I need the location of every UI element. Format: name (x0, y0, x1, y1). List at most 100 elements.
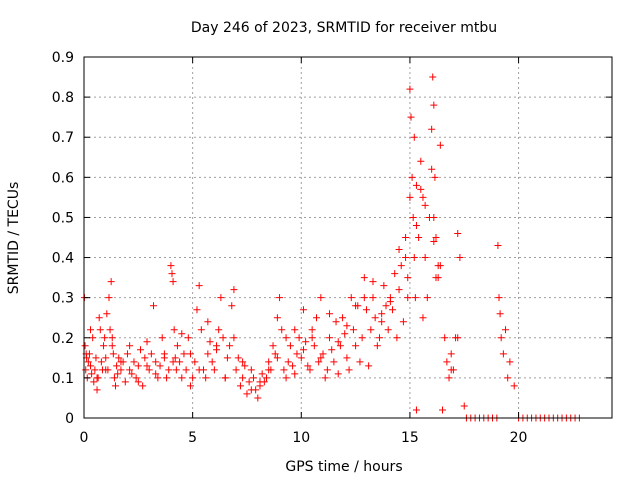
data-point (182, 366, 190, 374)
data-point (402, 234, 410, 241)
data-point (93, 386, 101, 394)
data-point (273, 354, 281, 362)
data-point (165, 366, 173, 374)
data-point (219, 334, 227, 342)
plot-frame (83, 56, 613, 419)
data-point (408, 173, 416, 181)
data-point (243, 390, 251, 398)
data-point (167, 262, 175, 270)
data-point (282, 334, 290, 342)
data-point (362, 306, 370, 314)
data-point (132, 374, 140, 382)
data-point (397, 262, 405, 270)
data-point (256, 378, 264, 386)
data-point (226, 342, 234, 350)
data-point (245, 378, 253, 386)
data-point (147, 350, 155, 358)
data-point (278, 326, 286, 334)
data-point (247, 366, 255, 374)
data-point (184, 334, 192, 342)
data-point (197, 326, 205, 334)
data-point (423, 294, 431, 302)
data-point (382, 302, 390, 310)
data-point (170, 326, 178, 334)
data-point (282, 374, 290, 382)
data-point (102, 366, 110, 374)
data-point (326, 310, 334, 318)
data-point (412, 406, 420, 414)
data-point (369, 294, 377, 302)
data-point (81, 342, 89, 350)
data-point (345, 366, 353, 374)
data-point (96, 326, 104, 334)
x-tick-label: 5 (188, 430, 197, 446)
data-point (152, 358, 160, 366)
data-point (421, 254, 429, 262)
x-tick-label: 10 (292, 430, 310, 446)
data-point (189, 374, 197, 382)
data-point (109, 350, 117, 358)
data-point (349, 326, 357, 334)
data-point (195, 366, 203, 374)
data-point (297, 354, 305, 362)
data-point (432, 234, 440, 241)
data-point (102, 354, 110, 362)
data-point (280, 366, 288, 374)
data-point (97, 358, 105, 366)
data-point (454, 334, 462, 342)
data-point (121, 378, 129, 386)
data-point (202, 374, 210, 382)
y-tick-label: 0.6 (52, 170, 74, 186)
data-point (343, 354, 351, 362)
data-point (506, 358, 514, 366)
data-point (145, 366, 153, 374)
data-point (356, 358, 364, 366)
data-point (160, 350, 168, 358)
data-point (369, 278, 377, 286)
y-tick-label: 0.9 (52, 50, 74, 66)
data-point (317, 294, 325, 302)
axis-ticks: 0 0.1 0.2 0.3 0.4 0.5 0.6 0.7 0.8 0.9 0 5 10 15 20 (52, 50, 612, 446)
data-point (150, 302, 158, 310)
data-point (339, 314, 347, 322)
data-point (428, 125, 436, 133)
data-point (502, 326, 510, 334)
data-point (176, 358, 184, 366)
data-point (84, 358, 92, 366)
data-point (143, 338, 151, 346)
data-point (221, 374, 229, 382)
data-point (360, 294, 368, 302)
data-point (395, 286, 403, 294)
y-tick-label: 0.4 (52, 251, 74, 267)
data-point (239, 374, 247, 382)
data-point (376, 334, 384, 342)
data-point (421, 201, 429, 209)
data-point (434, 262, 442, 270)
data-point (439, 406, 447, 414)
data-point (168, 270, 176, 278)
data-point (510, 382, 518, 390)
data-point (178, 374, 186, 382)
data-point (321, 374, 329, 382)
data-point (206, 338, 214, 346)
data-point (117, 366, 125, 374)
data-point (404, 294, 412, 302)
data-point (341, 330, 349, 338)
data-point (87, 362, 95, 370)
data-point (117, 358, 125, 366)
data-point (115, 354, 123, 362)
data-point (310, 342, 318, 350)
y-tick-label: 0.2 (52, 331, 74, 347)
data-point (289, 362, 297, 370)
data-point (191, 358, 199, 366)
data-point (204, 350, 212, 358)
data-point (265, 358, 273, 366)
x-axis-label: GPS time / hours (285, 459, 402, 475)
data-point (330, 358, 338, 366)
data-point (343, 322, 351, 330)
data-point (412, 221, 420, 229)
data-point (371, 314, 379, 322)
data-point (258, 370, 266, 378)
data-point (417, 185, 425, 193)
